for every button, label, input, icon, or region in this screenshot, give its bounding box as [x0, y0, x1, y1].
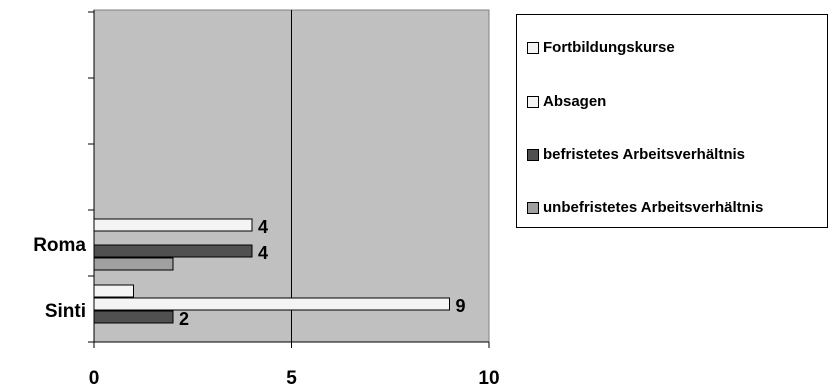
x-tick-label: 10 [478, 368, 499, 389]
legend-item-fortbildungskurse: Fortbildungskurse [527, 39, 675, 56]
legend-swatch [527, 95, 539, 108]
bar-sinti-befristetes-arbeitsverh-ltnis [93, 310, 174, 324]
legend-swatch [527, 41, 539, 54]
legend-swatch [527, 201, 539, 214]
legend-item-absagen: Absagen [527, 93, 606, 110]
bar-roma-unbefristetes-arbeitsverh-ltnis [93, 257, 174, 271]
legend-label: unbefristetes Arbeitsverhältnis [543, 199, 764, 216]
data-label: 2 [179, 309, 189, 329]
legend: Fortbildungskurse Absagen befristetes Ar… [516, 14, 828, 228]
data-label: 4 [258, 217, 268, 237]
legend-item-unbefristetes: unbefristetes Arbeitsverhältnis [527, 199, 763, 216]
category-label: Sinti [45, 301, 86, 322]
category-label: Roma [33, 235, 86, 256]
x-axis-ticks: 0 5 10 [89, 342, 500, 389]
bar-sinti-absagen [93, 297, 450, 311]
bar-sinti-fortbildungskurse [93, 284, 134, 298]
bars [93, 218, 450, 324]
category-labels: Sinti Roma [33, 235, 86, 322]
y-axis-ticks [88, 11, 94, 343]
legend-label: Fortbildungskurse [543, 39, 675, 56]
x-tick-label: 5 [286, 368, 297, 389]
x-tick-label: 0 [89, 368, 100, 389]
legend-item-befristetes: befristetes Arbeitsverhältnis [527, 146, 745, 163]
bar-roma-fortbildungskurse [93, 218, 253, 232]
legend-label: befristetes Arbeitsverhältnis [543, 146, 746, 163]
data-label: 9 [456, 296, 466, 316]
data-label: 4 [258, 243, 268, 263]
bar-roma-befristetes-arbeitsverh-ltnis [93, 244, 253, 258]
legend-swatch [527, 148, 539, 161]
legend-label: Absagen [543, 93, 607, 110]
data-labels: 9 2 4 4 [179, 217, 466, 329]
